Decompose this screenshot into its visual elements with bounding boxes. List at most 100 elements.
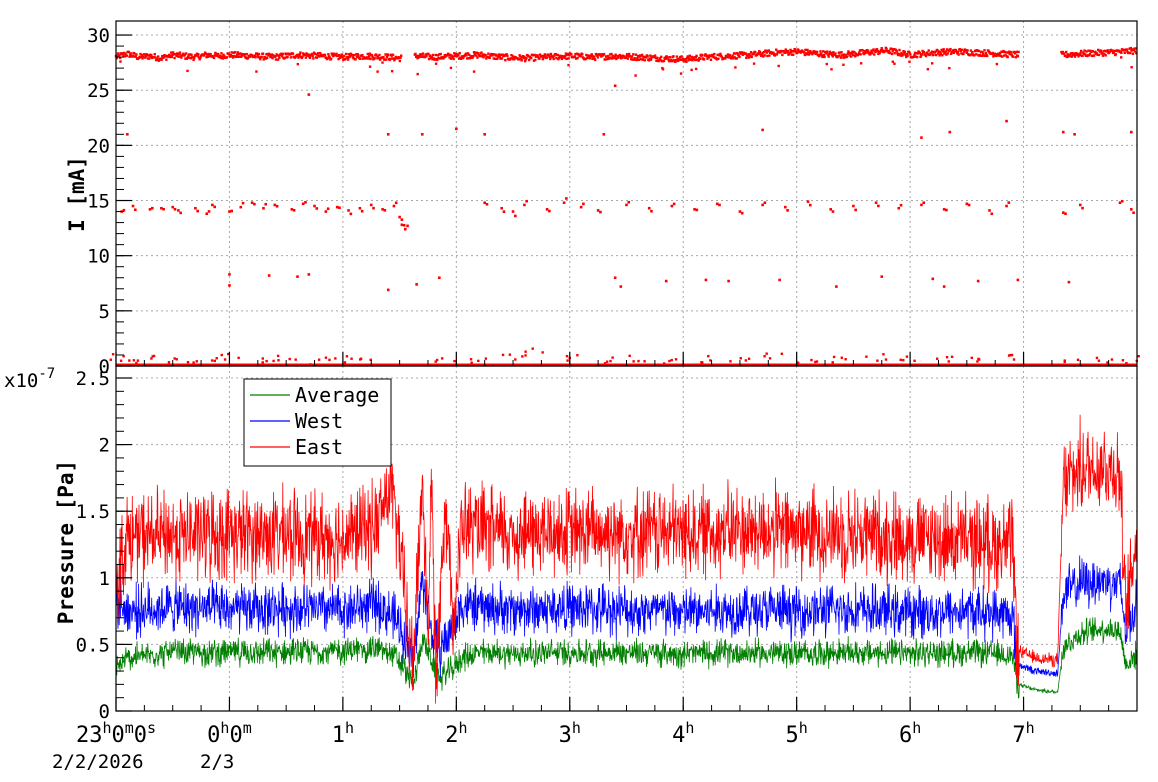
current-point <box>959 49 962 52</box>
current-point <box>444 55 447 58</box>
current-point <box>284 52 288 56</box>
current-point <box>486 55 489 59</box>
current-point <box>449 57 453 60</box>
current-point <box>681 57 685 61</box>
current-point <box>436 58 439 62</box>
current-point <box>1010 353 1014 357</box>
current-point <box>640 54 643 58</box>
current-point <box>212 55 215 58</box>
current-point <box>1088 54 1091 57</box>
current-point <box>203 51 207 54</box>
current-point <box>356 52 359 56</box>
current-point <box>1131 52 1135 55</box>
current-point <box>702 58 706 61</box>
current-point <box>960 48 964 52</box>
current-point <box>213 54 216 57</box>
current-point <box>657 59 661 62</box>
current-point <box>149 55 152 58</box>
current-point <box>653 54 657 57</box>
current-point <box>596 56 600 59</box>
current-point <box>827 55 830 58</box>
current-point <box>1133 47 1136 50</box>
current-point <box>695 54 698 58</box>
current-point <box>611 57 614 60</box>
current-point <box>747 357 751 360</box>
current-point <box>922 50 926 54</box>
current-point <box>509 57 512 60</box>
current-point <box>810 358 813 362</box>
current-point <box>326 207 330 211</box>
time-tick-label: 4h <box>672 719 694 748</box>
current-point <box>1013 52 1017 55</box>
current-point <box>892 48 896 51</box>
current-point <box>140 54 144 57</box>
current-point <box>647 59 651 62</box>
current-point <box>808 203 812 207</box>
current-point <box>704 278 708 282</box>
current-point <box>1081 206 1084 210</box>
current-point <box>267 54 270 57</box>
current-point <box>174 53 178 56</box>
current-point <box>635 58 638 62</box>
current-point <box>758 51 762 54</box>
current-point <box>983 49 986 52</box>
current-point <box>1000 50 1003 53</box>
current-point <box>839 56 843 59</box>
current-point <box>261 357 264 360</box>
current-point <box>472 55 475 58</box>
current-point <box>230 51 233 54</box>
current-point <box>1086 54 1090 57</box>
current-point <box>229 53 233 57</box>
current-point <box>854 54 857 58</box>
current-point <box>566 52 570 56</box>
current-point <box>928 53 932 56</box>
current-point <box>304 53 307 57</box>
current-point <box>552 57 555 61</box>
current-point <box>908 52 911 55</box>
current-point <box>307 53 310 56</box>
current-point <box>448 56 451 59</box>
current-point <box>579 55 583 58</box>
current-point <box>962 50 966 53</box>
current-point <box>1099 49 1103 52</box>
current-point <box>1070 55 1073 58</box>
current-point <box>632 53 635 56</box>
current-point <box>133 208 137 212</box>
current-point <box>355 55 359 59</box>
current-point <box>920 203 923 207</box>
current-point <box>272 359 275 363</box>
pressure-line-east <box>115 414 1138 704</box>
current-point <box>838 54 841 57</box>
current-point <box>709 54 712 57</box>
current-point <box>327 53 330 56</box>
current-point <box>981 52 985 56</box>
current-point <box>1015 50 1018 54</box>
current-point <box>581 53 584 56</box>
current-point <box>523 203 526 207</box>
current-point <box>186 69 189 73</box>
current-point <box>1130 130 1133 134</box>
current-point <box>645 56 648 59</box>
current-point <box>500 57 504 60</box>
current-point <box>183 53 186 57</box>
current-point <box>774 53 777 56</box>
current-point <box>732 52 736 55</box>
current-point <box>169 51 173 54</box>
current-point <box>1061 130 1065 134</box>
current-point <box>913 53 916 57</box>
current-point <box>719 54 723 57</box>
current-point <box>557 57 560 61</box>
current-point <box>109 358 112 361</box>
current-point <box>483 201 486 205</box>
current-point <box>750 55 753 59</box>
current-point <box>432 57 436 60</box>
current-point <box>220 353 223 357</box>
current-point <box>627 200 631 204</box>
current-point <box>152 56 156 59</box>
current-point <box>215 54 218 57</box>
current-point <box>740 211 744 215</box>
current-point <box>971 50 974 54</box>
current-point <box>1087 49 1090 52</box>
current-point <box>778 278 781 282</box>
current-point <box>976 360 979 363</box>
